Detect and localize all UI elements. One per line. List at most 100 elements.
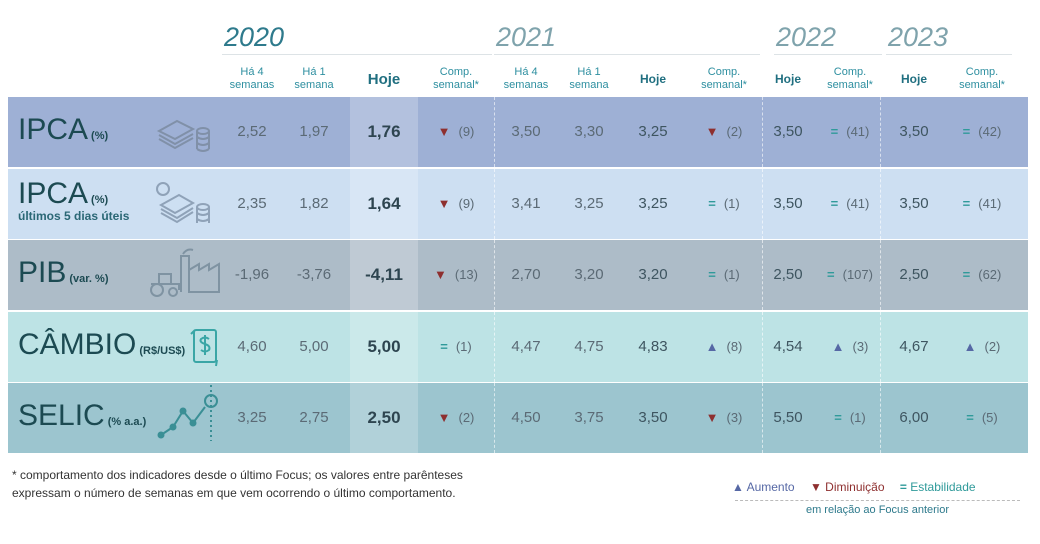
value-hoje: -4,11 [365,265,403,284]
weekly-comparison: ▲ (3) [814,312,886,382]
weekly-comparison: ▼ (2) [686,97,762,167]
hoje-highlight [350,240,418,310]
equals-icon: = [708,195,716,211]
down-triangle-icon: ▼ [705,124,719,139]
value-hoje: 1,76 [367,122,401,141]
header-hoje: Hoje [900,71,927,86]
weeks-count: (41) [846,195,870,211]
column-divider [762,311,763,382]
value-hoje: 2,50 [899,266,929,283]
weeks-count: (1) [849,410,866,425]
value-hoje: 3,50 [899,123,929,140]
weeks-count: (1) [723,267,740,282]
value-hoje: 3,20 [638,266,668,283]
value-ha4: 4,60 [237,337,267,355]
column-divider [494,168,495,239]
weekly-comparison: = (42) [942,97,1022,167]
equals-icon: = [962,124,971,139]
column-divider [880,240,881,310]
indicator-name: SELIC [18,399,105,432]
weeks-count: (13) [454,267,478,282]
down-triangle-icon: ▼ [434,267,447,282]
weekly-comparison: = (41) [814,97,886,167]
weeks-count: (9) [458,124,475,139]
money-stack-icon [153,109,213,155]
equals-icon: = [827,267,835,282]
value-ha1: 1,97 [299,123,329,140]
value-ha1: 5,00 [299,337,329,355]
weeks-count: (42) [978,124,1002,139]
weekly-comparison: = (41) [942,169,1022,239]
legend-caption: em relação ao Focus anterior [735,500,1020,516]
value-hoje: 3,25 [638,123,668,140]
column-divider [494,311,495,382]
indicator-name: CÂMBIO [18,327,137,361]
indicator-row: SELIC (% a.a.) 3,25 2,75 2,50 ▼ (2) 4,50 3,75 3,5… [8,383,1028,453]
equals-icon: = [834,410,842,425]
equals-icon: = [966,410,974,425]
header-comp: Comp. semanal* [433,66,479,91]
weekly-comparison: ▼ (2) [418,383,494,453]
value-hoje: 2,50 [773,266,803,283]
column-divider [880,383,881,453]
year-2023: 2023 [886,20,1012,55]
value-hoje: 3,50 [773,194,803,212]
column-divider [494,383,495,453]
indicator-unit: (%) [91,130,109,142]
indicator-label: SELIC (% a.a.) [18,399,146,433]
hoje-highlight [350,383,418,453]
weeks-count: (8) [726,338,743,354]
weekly-comparison: = (1) [814,383,886,453]
weekly-comparison: = (1) [686,240,762,310]
indicator-unit: (R$/US$) [139,344,186,357]
equals-icon: = [708,267,716,282]
hoje-highlight [350,311,418,382]
indicator-label: CÂMBIO (R$/US$) [18,328,185,362]
value-ha4: 4,50 [511,409,541,426]
value-ha4: 3,41 [511,194,541,212]
hoje-highlight [350,97,418,167]
weeks-count: (2) [984,338,1001,354]
weeks-count: (3) [852,338,869,354]
equals-icon: = [962,195,971,211]
header-hoje: Hoje [367,70,401,88]
up-triangle-icon: ▲ [831,338,845,354]
header-ha4: Há 4 semanas [503,66,549,91]
down-triangle-icon: ▼ [437,410,451,425]
weeks-count: (9) [458,195,475,211]
weekly-comparison: ▼ (3) [686,383,762,453]
equals-icon: = [440,338,448,354]
value-hoje: 4,54 [773,337,803,355]
header-ha1: Há 1 semana [294,66,334,91]
factory-tractor-icon [150,248,220,298]
value-hoje: 2,50 [367,408,401,427]
indicator-label: PIB (var. %) [18,256,109,290]
legend: ▲ Aumento ▼ Diminuição = Estabilidade [732,480,988,494]
value-hoje: 6,00 [899,409,929,426]
indicator-row: IPCA (%) 2,52 1,97 1,76 ▼ (9) 3,50 3,30 3,25 ▼ (2) 3… [8,97,1028,167]
value-ha4: -1,96 [234,266,270,283]
value-ha1: 3,30 [574,123,604,140]
legend-down: ▼ Diminuição [809,480,885,494]
column-divider [762,97,763,167]
year-2022: 2022 [774,20,882,55]
legend-up: ▲ Aumento [732,480,795,494]
column-divider [880,168,881,239]
value-ha4: 2,35 [237,194,267,212]
weeks-count: (41) [978,195,1002,211]
down-triangle-icon: ▼ [437,195,451,211]
weekly-comparison: = (1) [686,169,762,239]
indicator-name: IPCA [18,113,89,146]
value-hoje: 4,83 [638,337,668,355]
currency-exchange-icon [190,324,220,370]
footnote: * comportamento dos indicadores desde o … [12,468,463,500]
column-divider [762,168,763,239]
equals-icon: = [962,267,971,282]
value-ha4: 3,25 [237,409,267,426]
down-triangle-icon: ▼ [437,124,451,139]
column-divider [880,311,881,382]
weekly-comparison: = (1) [418,312,494,382]
indicator-unit: (% a.a.) [107,416,147,428]
weekly-comparison: = (41) [814,169,886,239]
indicator-label: IPCA (%) [18,113,108,147]
